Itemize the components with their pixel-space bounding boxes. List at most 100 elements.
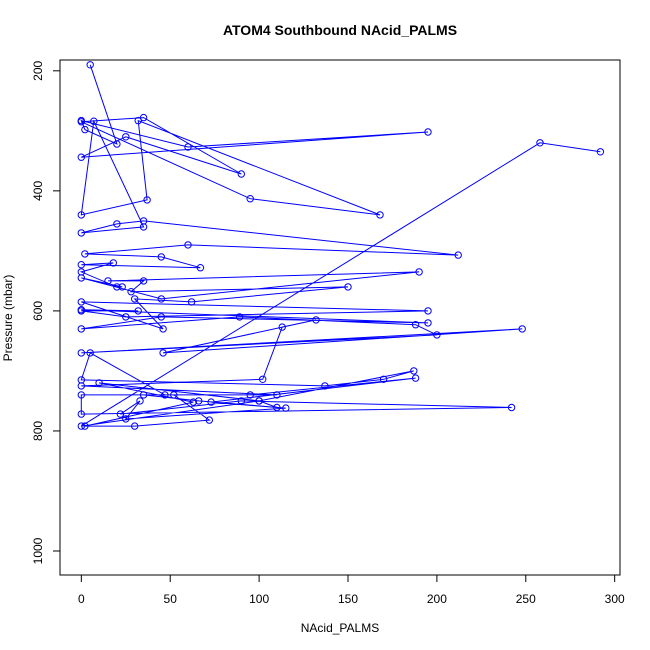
x-axis-label: NAcid_PALMS bbox=[301, 621, 379, 635]
x-tick-label: 250 bbox=[516, 592, 536, 606]
y-axis: 200 400 600 800 1000 bbox=[31, 60, 61, 564]
x-tick-label: 150 bbox=[338, 592, 358, 606]
data-point bbox=[77, 274, 86, 282]
data-point bbox=[157, 253, 166, 261]
data-point bbox=[77, 376, 86, 384]
data-point bbox=[184, 143, 192, 151]
data-point bbox=[77, 298, 86, 306]
data-point bbox=[157, 313, 166, 321]
data-point bbox=[273, 403, 281, 412]
data-point bbox=[118, 283, 126, 291]
data-point bbox=[170, 391, 178, 399]
data-point bbox=[321, 382, 329, 390]
data-point bbox=[255, 397, 263, 405]
data-point bbox=[415, 268, 423, 276]
data-point bbox=[411, 321, 420, 329]
data-point bbox=[77, 410, 86, 418]
data-point bbox=[282, 404, 290, 412]
data-point bbox=[77, 422, 86, 430]
data-point bbox=[77, 261, 86, 269]
data-point bbox=[139, 391, 148, 399]
data-point bbox=[237, 397, 246, 405]
x-tick-label: 300 bbox=[605, 592, 625, 606]
x-axis: 0 50 100 150 200 250 300 bbox=[78, 574, 625, 606]
data-point bbox=[122, 133, 130, 141]
data-point bbox=[116, 410, 125, 418]
data-point bbox=[81, 250, 89, 258]
chart-title: ATOM4 Southbound NAcid_PALMS bbox=[223, 22, 457, 38]
data-point bbox=[184, 241, 192, 249]
data-point bbox=[139, 217, 148, 225]
data-point bbox=[159, 349, 167, 357]
data-point bbox=[187, 298, 196, 306]
data-point bbox=[424, 307, 432, 315]
data-point bbox=[235, 313, 244, 321]
data-point bbox=[196, 264, 205, 272]
data-point bbox=[161, 391, 169, 399]
data-point bbox=[122, 415, 130, 423]
y-tick-label: 200 bbox=[31, 60, 45, 80]
data-point bbox=[113, 283, 121, 291]
data-point bbox=[113, 220, 121, 228]
data-point bbox=[237, 170, 246, 178]
data-point bbox=[90, 117, 98, 125]
data-point bbox=[86, 349, 94, 357]
data-point bbox=[507, 403, 516, 412]
series-line bbox=[79, 64, 601, 427]
data-point bbox=[77, 306, 86, 314]
x-tick-label: 100 bbox=[249, 592, 269, 606]
x-tick-label: 0 bbox=[78, 592, 85, 606]
data-point bbox=[246, 195, 254, 203]
data-point bbox=[134, 116, 142, 125]
data-point bbox=[159, 325, 167, 333]
data-point bbox=[259, 375, 267, 383]
data-point bbox=[157, 295, 166, 303]
data-point bbox=[410, 367, 418, 375]
data-point bbox=[77, 325, 86, 333]
data-point bbox=[536, 139, 544, 147]
data-point bbox=[143, 196, 151, 204]
data-point bbox=[131, 422, 139, 430]
data-point bbox=[344, 283, 352, 291]
data-point bbox=[379, 375, 388, 383]
data-point bbox=[596, 148, 605, 156]
data-point bbox=[95, 379, 103, 387]
y-tick-label: 800 bbox=[31, 421, 45, 441]
data-point bbox=[136, 397, 144, 405]
data-point bbox=[205, 416, 214, 424]
data-point bbox=[411, 374, 420, 382]
data-point bbox=[454, 251, 462, 259]
data-point bbox=[77, 153, 86, 161]
data-point bbox=[273, 391, 281, 399]
data-point bbox=[139, 113, 148, 122]
data-point bbox=[77, 118, 86, 126]
y-tick-label: 600 bbox=[31, 301, 45, 321]
data-point bbox=[189, 398, 198, 406]
data-point bbox=[81, 125, 89, 134]
series-layer bbox=[77, 61, 605, 430]
data-point bbox=[131, 295, 139, 303]
data-point bbox=[424, 319, 432, 327]
x-tick-label: 200 bbox=[427, 592, 447, 606]
data-point bbox=[424, 128, 432, 136]
data-point bbox=[122, 313, 130, 321]
data-point bbox=[312, 316, 320, 324]
data-point bbox=[127, 288, 135, 296]
data-point bbox=[376, 211, 384, 219]
data-point bbox=[113, 140, 121, 148]
data-point bbox=[134, 307, 142, 315]
y-tick-label: 400 bbox=[31, 181, 45, 201]
data-point bbox=[139, 277, 148, 285]
y-tick-label: 1000 bbox=[31, 537, 45, 564]
data-point bbox=[246, 391, 254, 399]
data-point bbox=[77, 391, 86, 399]
data-point bbox=[195, 397, 203, 405]
data-point bbox=[77, 211, 86, 219]
data-point bbox=[207, 398, 215, 406]
data-point bbox=[433, 331, 441, 339]
data-point bbox=[86, 61, 94, 69]
data-point bbox=[518, 325, 526, 333]
data-point bbox=[77, 349, 86, 357]
data-point bbox=[77, 229, 86, 237]
